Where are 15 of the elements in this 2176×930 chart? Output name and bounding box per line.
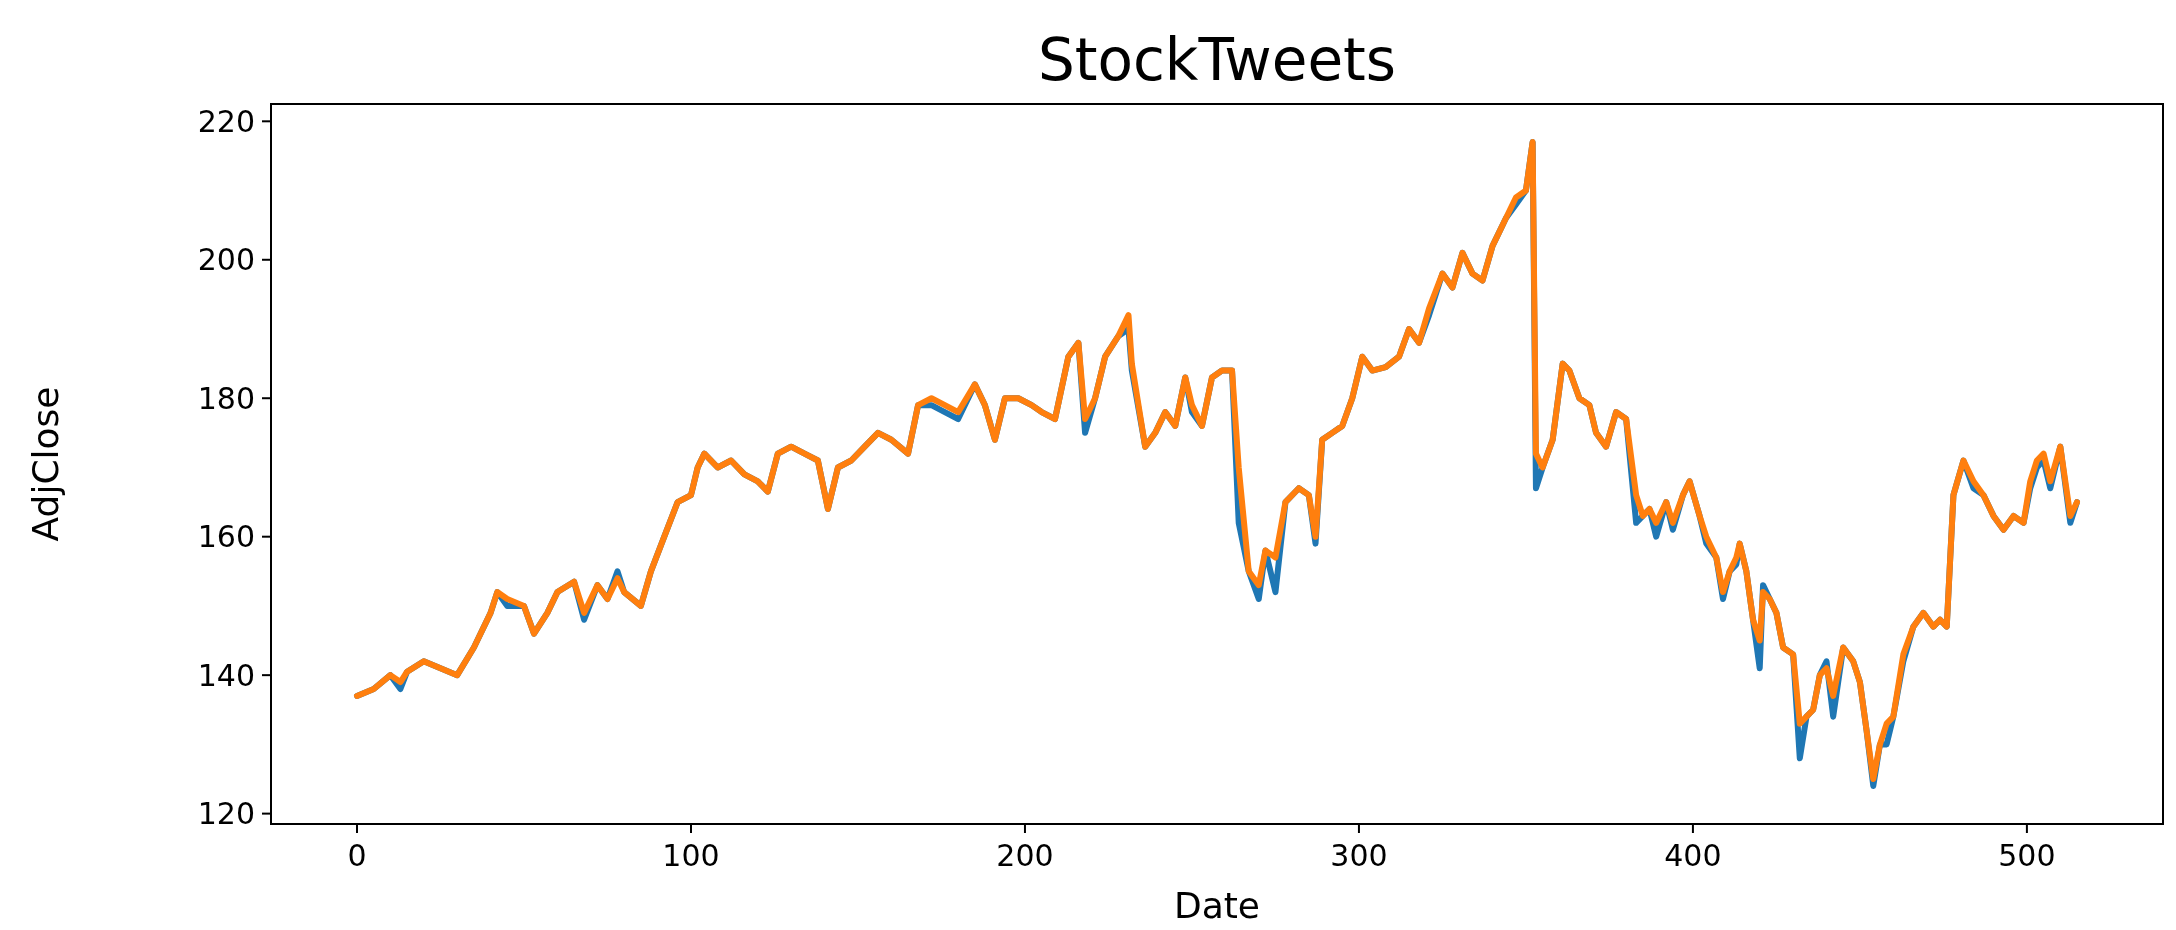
x-tick-label: 500: [1998, 838, 2056, 873]
y-tick-label: 200: [197, 242, 255, 278]
x-tick-label: 0: [347, 838, 367, 873]
x-axis-title: Date: [1173, 885, 1261, 926]
x-tick-label: 100: [662, 838, 720, 873]
y-tick-label: 140: [197, 657, 255, 693]
x-tick-label: 300: [1330, 838, 1388, 873]
y-tick-label: 160: [197, 519, 255, 555]
x-tick-label: 400: [1664, 838, 1722, 873]
x-tick-label: 200: [996, 838, 1054, 873]
y-axis-title: AdjClose: [25, 386, 66, 542]
y-tick-label: 120: [197, 796, 255, 832]
y-tick-label: 220: [197, 103, 255, 139]
y-tick-label: 180: [197, 380, 255, 416]
chart-title: StockTweets: [1037, 26, 1397, 94]
